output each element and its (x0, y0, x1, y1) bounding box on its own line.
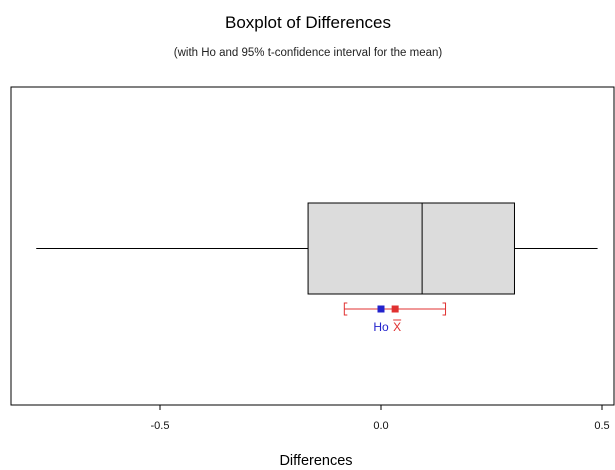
ho-label: Ho (373, 320, 389, 334)
ci-bracket-right (442, 302, 447, 316)
box-iqr (307, 202, 515, 295)
chart-marks: Ho X (36, 202, 598, 334)
x-axis: -0.5 0.0 0.5 (151, 405, 610, 432)
ho-marker (377, 305, 385, 313)
x-tick-label: 0.0 (373, 420, 388, 432)
mean-marker (391, 305, 399, 313)
x-tick-label: 0.5 (594, 420, 609, 432)
chart-subtitle: (with Ho and 95% t-confidence interval f… (174, 47, 443, 59)
chart-title: Boxplot of Differences (225, 13, 391, 32)
x-tick-label: -0.5 (151, 420, 170, 432)
x-axis-label: Differences (279, 453, 352, 469)
ci-bracket-left (343, 302, 348, 316)
mean-label: X (393, 320, 401, 334)
